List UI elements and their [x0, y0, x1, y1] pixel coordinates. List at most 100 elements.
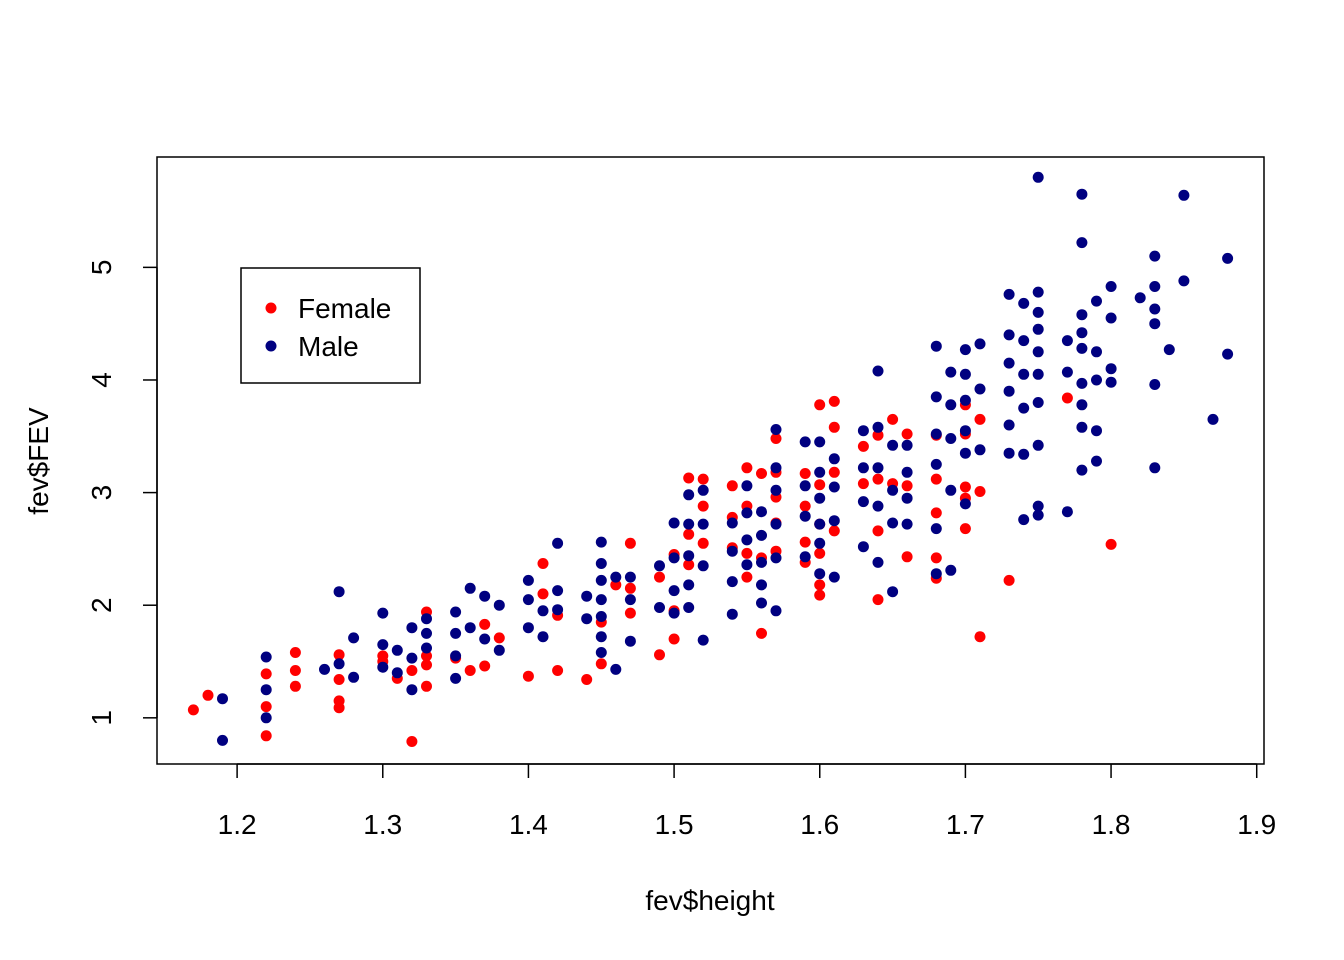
point-female-68 [814, 399, 826, 411]
point-male-82 [770, 462, 782, 474]
point-male-38 [552, 604, 564, 616]
point-male-143 [1003, 447, 1015, 459]
point-male-137 [974, 444, 986, 456]
point-male-66 [697, 560, 709, 572]
point-male-104 [857, 541, 869, 553]
point-male-100 [828, 571, 840, 583]
point-male-159 [1032, 509, 1044, 521]
point-female-6 [289, 665, 301, 676]
point-male-102 [857, 462, 869, 474]
point-female-9 [333, 674, 345, 685]
point-male-122 [930, 523, 942, 535]
point-male-184 [1149, 303, 1161, 315]
point-male-65 [697, 518, 709, 530]
point-male-178 [1105, 312, 1117, 324]
point-male-93 [814, 492, 826, 504]
point-female-23 [479, 618, 491, 630]
point-male-72 [741, 480, 753, 492]
point-male-109 [872, 556, 884, 568]
point-male-163 [1076, 188, 1088, 200]
point-male-10 [377, 607, 389, 619]
point-male-73 [741, 507, 753, 519]
point-male-153 [1032, 323, 1044, 335]
x-tick-label-7: 1.9 [1237, 809, 1276, 840]
point-female-39 [654, 649, 665, 661]
point-male-116 [901, 492, 913, 504]
point-male-90 [799, 551, 811, 563]
point-male-16 [406, 652, 418, 664]
point-male-29 [493, 599, 505, 611]
point-male-40 [581, 613, 593, 625]
point-male-117 [901, 518, 913, 530]
point-male-39 [581, 590, 593, 602]
point-female-80 [872, 429, 884, 441]
point-male-23 [450, 650, 462, 662]
legend-label-female: Female [298, 293, 391, 324]
point-male-55 [668, 517, 680, 529]
point-male-136 [974, 383, 986, 395]
point-male-62 [683, 579, 695, 591]
point-male-71 [726, 608, 738, 620]
point-male-77 [756, 529, 767, 541]
point-male-132 [959, 425, 971, 437]
point-male-35 [537, 631, 549, 643]
point-male-174 [1091, 425, 1102, 437]
point-female-103 [1061, 392, 1073, 404]
point-male-164 [1076, 237, 1088, 249]
point-male-128 [945, 564, 957, 576]
point-male-3 [260, 684, 272, 696]
point-male-24 [450, 672, 462, 684]
point-female-66 [799, 536, 811, 548]
point-male-138 [1003, 288, 1015, 300]
point-male-118 [930, 340, 942, 352]
y-tick-label-1: 2 [86, 597, 117, 613]
point-male-130 [959, 368, 971, 380]
point-male-106 [872, 421, 884, 433]
point-male-75 [741, 559, 753, 571]
point-male-58 [668, 607, 680, 619]
point-male-140 [1003, 357, 1015, 369]
point-female-2 [260, 668, 272, 680]
point-male-185 [1149, 318, 1161, 330]
point-male-7 [333, 658, 345, 670]
point-male-189 [1178, 189, 1190, 201]
point-female-91 [930, 507, 942, 519]
point-male-193 [1222, 348, 1234, 360]
point-male-89 [799, 510, 811, 522]
point-female-45 [683, 559, 695, 571]
point-male-144 [1018, 297, 1030, 309]
point-female-42 [668, 633, 680, 645]
point-male-111 [887, 484, 899, 496]
point-female-55 [741, 571, 753, 583]
point-male-15 [406, 622, 418, 634]
point-male-79 [756, 579, 767, 591]
point-female-78 [857, 440, 869, 452]
point-male-157 [1032, 439, 1044, 451]
point-female-98 [959, 523, 971, 535]
point-female-20 [421, 659, 432, 671]
point-male-25 [464, 582, 476, 594]
point-male-123 [930, 568, 942, 580]
point-male-162 [1061, 506, 1073, 518]
point-female-75 [828, 421, 840, 433]
point-female-28 [537, 588, 549, 600]
point-male-115 [901, 466, 913, 478]
point-female-54 [741, 547, 753, 559]
point-male-9 [348, 671, 360, 683]
legend-marker-male [265, 340, 277, 352]
point-male-69 [726, 545, 738, 557]
point-male-172 [1091, 295, 1102, 307]
point-male-176 [1091, 374, 1102, 386]
point-male-20 [421, 627, 432, 639]
y-tick-label-0: 1 [86, 710, 117, 726]
point-male-182 [1149, 250, 1161, 262]
point-male-180 [1105, 376, 1117, 388]
x-tick-label-4: 1.6 [800, 809, 839, 840]
y-tick-label-4: 5 [86, 260, 117, 276]
point-male-43 [595, 574, 607, 586]
point-male-44 [595, 594, 607, 606]
point-female-87 [901, 480, 913, 492]
point-male-85 [770, 552, 782, 564]
point-male-133 [959, 447, 971, 459]
point-male-37 [552, 585, 564, 597]
